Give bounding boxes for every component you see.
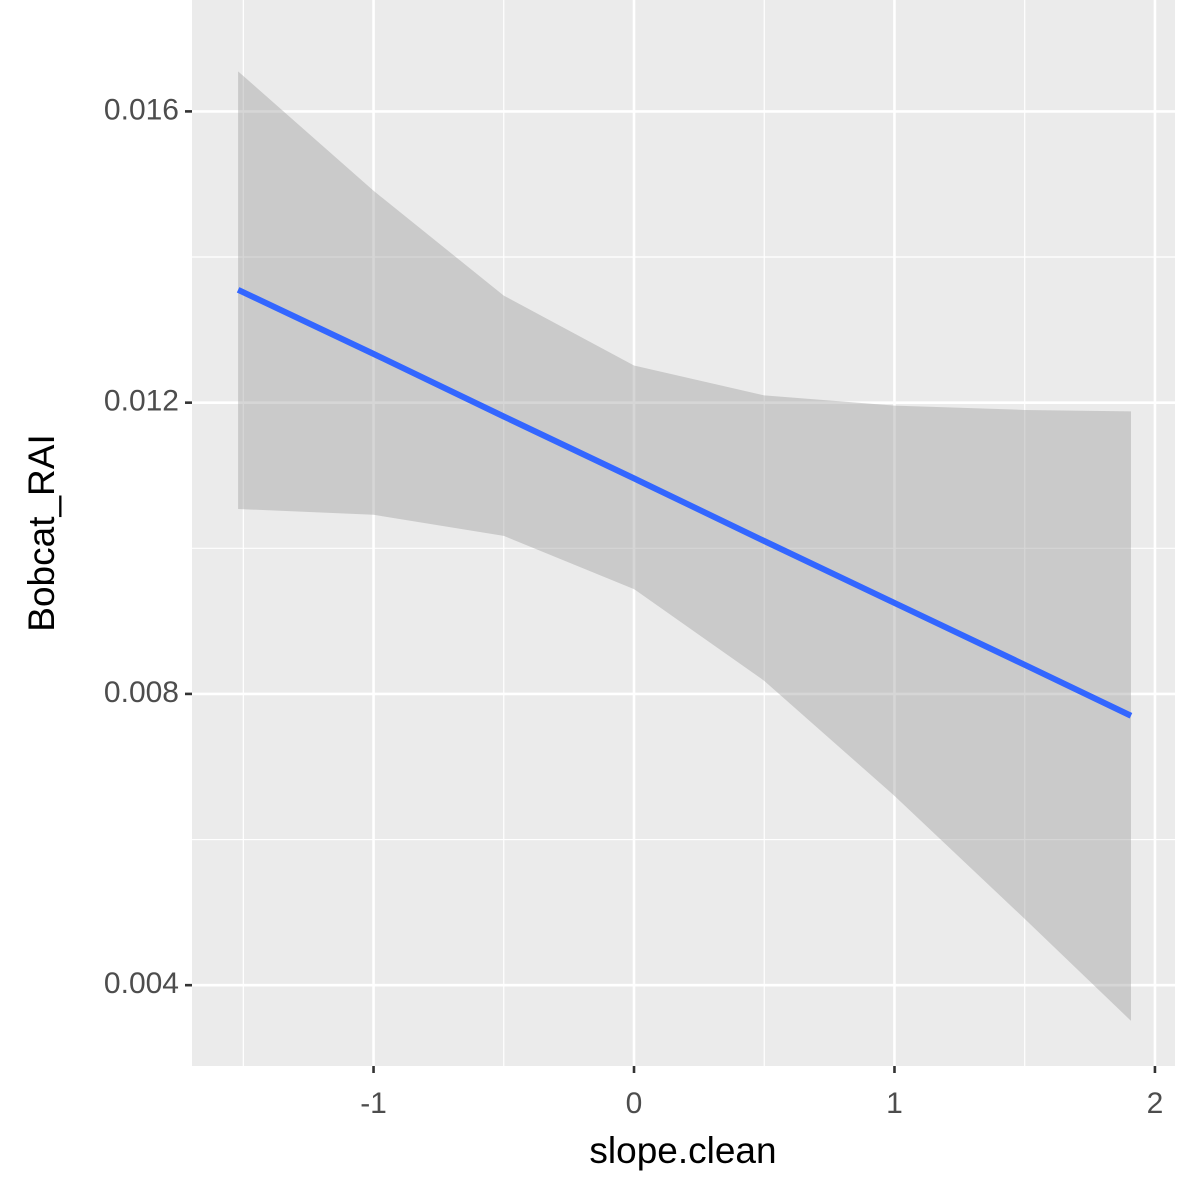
y-axis-title: Bobcat_RAI — [21, 434, 62, 631]
x-tick-label: 0 — [626, 1087, 643, 1120]
marks — [236, 71, 1133, 1021]
axes: -1 0 1 2 0.004 0.008 0.012 0.016 — [104, 93, 1163, 1120]
y-tick-label: 0.012 — [104, 385, 179, 418]
grid — [192, 0, 1175, 1066]
y-tick-label: 0.008 — [104, 676, 179, 709]
x-tick-label: 2 — [1147, 1087, 1164, 1120]
x-tick-label: -1 — [360, 1087, 387, 1120]
panel — [192, 0, 1175, 1066]
x-tick-label: 1 — [886, 1087, 903, 1120]
y-tick-label: 0.004 — [104, 967, 179, 1000]
confidence-band — [238, 71, 1131, 1021]
x-axis-title: slope.clean — [589, 1130, 776, 1171]
y-tick-label: 0.016 — [104, 93, 179, 126]
fit-line — [236, 287, 1133, 719]
